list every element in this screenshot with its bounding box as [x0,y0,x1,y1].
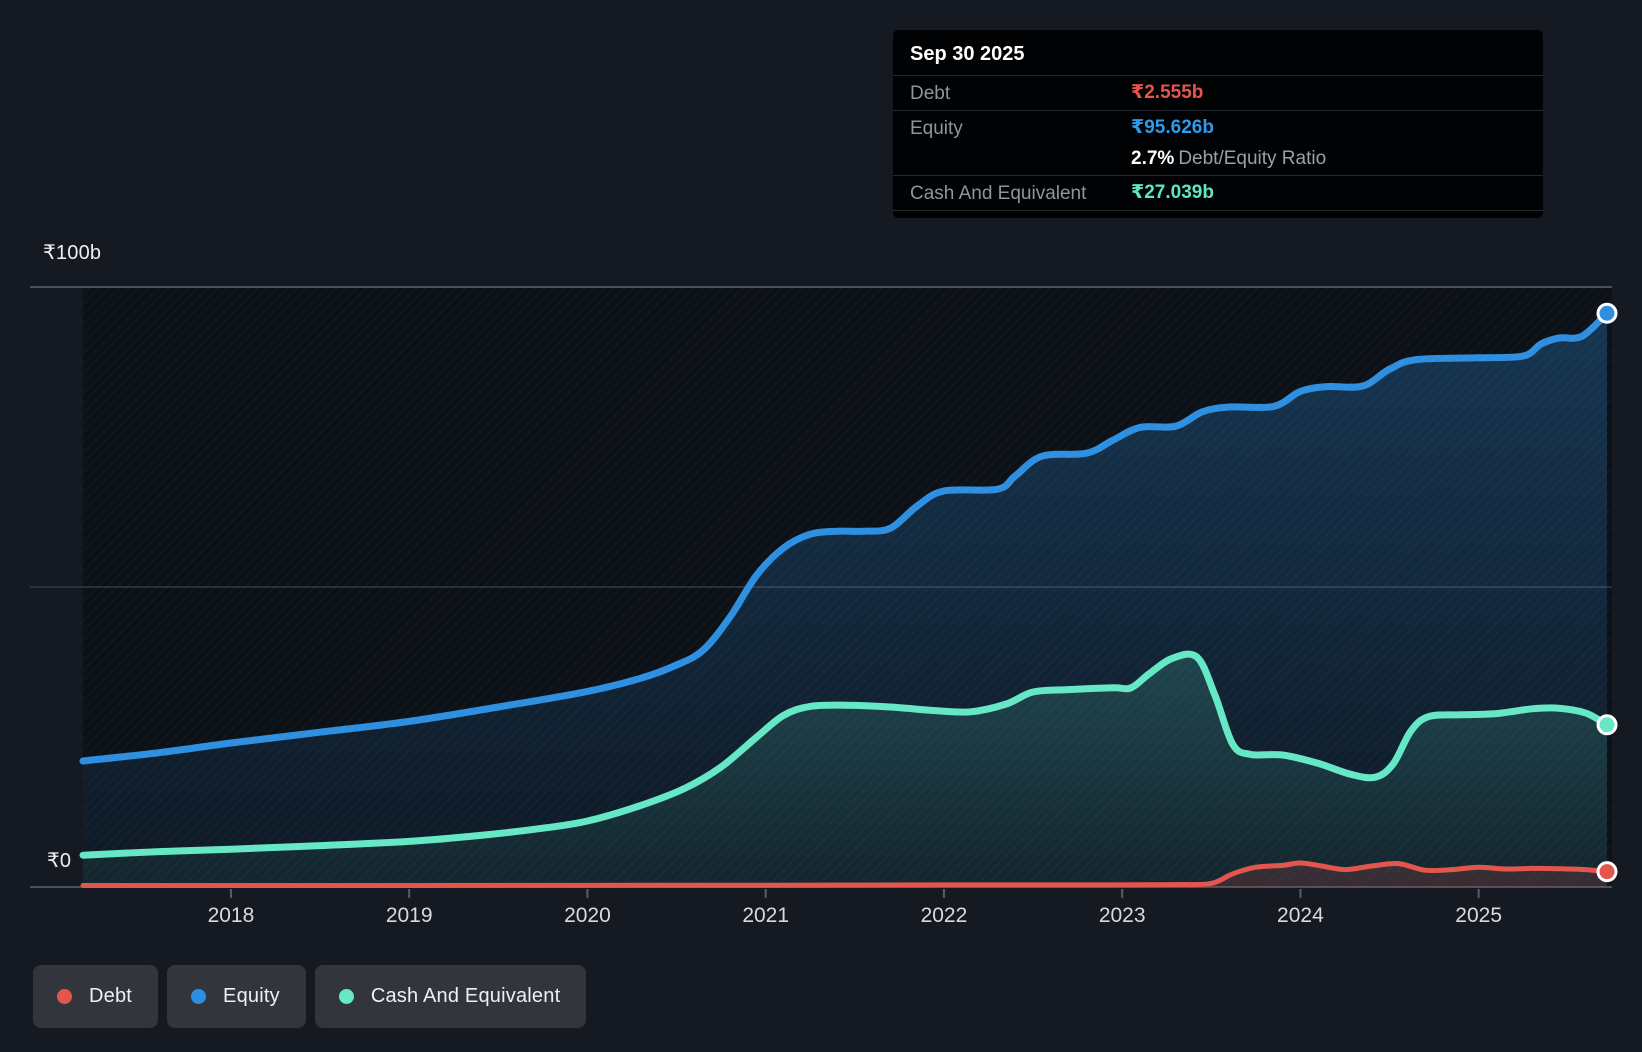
tooltip-debt-value: ₹2.555b [1131,81,1203,104]
x-axis-label-2024: 2024 [1277,904,1324,927]
tooltip-ratio-value: 2.7% [1131,148,1174,169]
chart-tooltip: Sep 30 2025 Debt ₹2.555b Equity ₹95.626b… [893,30,1543,218]
tooltip-equity-row: Equity ₹95.626b 2.7%Debt/Equity Ratio [893,110,1543,175]
x-axis-label-2022: 2022 [921,904,968,927]
cash-series-dot-icon [339,989,354,1004]
tooltip-debt-row: Debt ₹2.555b [893,75,1543,110]
x-axis-label-2021: 2021 [742,904,789,927]
chart-legend: Debt Equity Cash And Equivalent [33,965,595,1028]
tooltip-equity-value: ₹95.626b [1131,116,1326,139]
tooltip-debt-label: Debt [910,81,1131,105]
y-axis-label-0: ₹0 [47,848,71,873]
tooltip-ratio-label: Debt/Equity Ratio [1178,148,1326,169]
balance-sheet-history-panel: 2018 2019 2020 2021 2022 2023 2024 2025 ₹100b ₹… [0,0,1642,1052]
debt-series-dot-icon [57,989,72,1004]
y-axis-label-100b: ₹100b [43,240,101,265]
legend-debt-label: Debt [89,985,132,1008]
tooltip-cash-row: Cash And Equivalent ₹27.039b [893,175,1543,211]
legend-equity-label: Equity [223,985,280,1008]
cash-and-equivalent-end-marker[interactable] [1598,716,1616,734]
debt-end-marker[interactable] [1598,863,1616,881]
equity-series-dot-icon [191,989,206,1004]
tooltip-cash-value: ₹27.039b [1131,181,1214,204]
legend-cash-label: Cash And Equivalent [371,985,560,1008]
legend-item-cash[interactable]: Cash And Equivalent [315,965,586,1028]
fill-texture [83,287,1612,887]
x-axis-label-2023: 2023 [1099,904,1146,927]
x-axis-label-2018: 2018 [208,904,255,927]
legend-item-debt[interactable]: Debt [33,965,158,1028]
tooltip-date: Sep 30 2025 [893,30,1543,75]
tooltip-cash-label: Cash And Equivalent [910,181,1131,205]
tooltip-equity-label: Equity [910,116,1131,140]
x-axis-label-2020: 2020 [564,904,611,927]
legend-item-equity[interactable]: Equity [167,965,306,1028]
tooltip-debt-equity-ratio: 2.7%Debt/Equity Ratio [1131,148,1326,170]
x-axis-label-2019: 2019 [386,904,433,927]
x-axis-label-2025: 2025 [1455,904,1502,927]
equity-end-marker[interactable] [1598,304,1616,322]
